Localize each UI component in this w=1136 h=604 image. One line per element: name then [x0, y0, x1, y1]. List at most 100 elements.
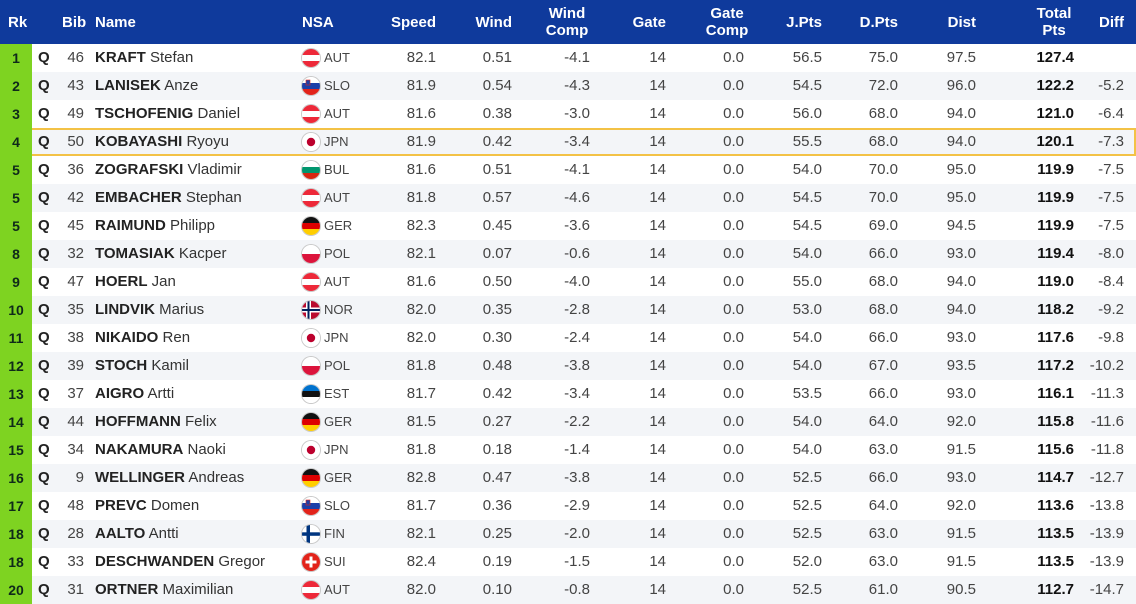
flag-poland-icon — [302, 245, 320, 263]
table-row[interactable]: 14 Q 44 HOFFMANN Felix GER 81.5 0.27 -2.2 14 0.0 5… — [0, 408, 1136, 436]
table-row[interactable]: 5 Q 42 EMBACHER Stephan AUT 81.8 0.57 -4.6 14 0.0… — [0, 184, 1136, 212]
athlete-firstname: Marius — [159, 301, 205, 318]
diff-cell: -11.8 — [1090, 441, 1124, 458]
athlete-name[interactable]: DESCHWANDEN Gregor — [95, 548, 295, 576]
athlete-name[interactable]: NAKAMURA Naoki — [95, 436, 295, 464]
speed-cell: 81.8 — [406, 357, 436, 374]
rank-cell: 12 — [0, 352, 32, 380]
header-bib[interactable]: Bib — [62, 13, 87, 31]
table-row[interactable]: 4 Q 50 KOBAYASHI Ryoyu JPN 81.9 0.42 -3.4 14 0.0 5… — [0, 128, 1136, 156]
header-dist[interactable]: Dist — [947, 13, 976, 31]
header-diff[interactable]: Diff — [1099, 13, 1124, 31]
distance-points-cell: 70.0 — [868, 189, 898, 206]
wind-comp-cell: -2.0 — [564, 525, 590, 542]
athlete-surname: LANISEK — [95, 77, 161, 94]
athlete-name[interactable]: STOCH Kamil — [95, 352, 295, 380]
athlete-name[interactable]: KRAFT Stefan — [95, 44, 295, 72]
table-row[interactable]: 9 Q 47 HOERL Jan AUT 81.6 0.50 -4.0 14 0.0 55.0 68.… — [0, 268, 1136, 296]
table-row[interactable]: 13 Q 37 AIGRO Artti EST 81.7 0.42 -3.4 14 0.0 53.5… — [0, 380, 1136, 408]
table-row[interactable]: 16 Q 9 WELLINGER Andreas GER 82.8 0.47 -3.8 14 0.… — [0, 464, 1136, 492]
judge-points-cell: 52.5 — [792, 469, 822, 486]
athlete-name[interactable]: ORTNER Maximilian — [95, 576, 295, 604]
flag-germany-icon — [302, 217, 320, 235]
athlete-name[interactable]: AIGRO Artti — [95, 380, 295, 408]
table-row[interactable]: 18 Q 33 DESCHWANDEN Gregor SUI 82.4 0.19 -1.5 14… — [0, 548, 1136, 576]
distance-cell: 93.0 — [946, 245, 976, 262]
table-row[interactable]: 15 Q 34 NAKAMURA Naoki JPN 81.8 0.18 -1.4 14 0.0 5… — [0, 436, 1136, 464]
athlete-name[interactable]: AALTO Antti — [95, 520, 295, 548]
header-total-pts[interactable]: Total Pts — [1036, 5, 1072, 39]
wind-comp-cell: -1.4 — [564, 441, 590, 458]
rank-cell: 9 — [0, 268, 32, 296]
wind-comp-cell: -4.0 — [564, 273, 590, 290]
athlete-name[interactable]: HOERL Jan — [95, 268, 295, 296]
nsa-code: SLO — [324, 78, 351, 93]
table-row[interactable]: 5 Q 36 ZOGRAFSKI Vladimir BUL 81.6 0.51 -4.1 14 0… — [0, 156, 1136, 184]
judge-points-cell: 52.5 — [792, 581, 822, 598]
athlete-name[interactable]: PREVC Domen — [95, 492, 295, 520]
nsa-cell: AUT — [302, 268, 382, 296]
header-nsa[interactable]: NSA — [302, 13, 334, 31]
wind-cell: 0.45 — [482, 217, 512, 234]
header-wind-comp[interactable]: Wind Comp — [545, 5, 589, 39]
nsa-cell: GER — [302, 212, 382, 240]
bib-cell: 44 — [67, 413, 84, 430]
distance-points-cell: 66.0 — [868, 329, 898, 346]
header-jpts[interactable]: J.Pts — [786, 13, 822, 31]
nsa-code: JPN — [324, 330, 349, 345]
table-row[interactable]: 8 Q 32 TOMASIAK Kacper POL 82.1 0.07 -0.6 14 0.0 5… — [0, 240, 1136, 268]
total-points-cell: 127.4 — [1036, 49, 1074, 66]
table-row[interactable]: 17 Q 48 PREVC Domen SLO 81.7 0.36 -2.9 14 0.0 52.5… — [0, 492, 1136, 520]
athlete-name[interactable]: WELLINGER Andreas — [95, 464, 295, 492]
header-gate-comp[interactable]: Gate Comp — [705, 5, 749, 39]
gate-comp-cell: 0.0 — [723, 161, 744, 178]
bib-cell: 33 — [67, 553, 84, 570]
table-row[interactable]: 3 Q 49 TSCHOFENIG Daniel AUT 81.6 0.38 -3.0 14 0.… — [0, 100, 1136, 128]
header-rank[interactable]: Rk — [8, 13, 28, 31]
wind-cell: 0.30 — [482, 329, 512, 346]
nsa-cell: POL — [302, 352, 382, 380]
table-row[interactable]: 2 Q 43 LANISEK Anze SLO 81.9 0.54 -4.3 14 0.0 54.5… — [0, 72, 1136, 100]
athlete-surname: TSCHOFENIG — [95, 105, 194, 122]
athlete-name[interactable]: NIKAIDO Ren — [95, 324, 295, 352]
bib-cell: 28 — [67, 525, 84, 542]
athlete-name[interactable]: LANISEK Anze — [95, 72, 295, 100]
speed-cell: 82.1 — [406, 525, 436, 542]
flag-norway-icon — [302, 301, 320, 319]
athlete-name[interactable]: TOMASIAK Kacper — [95, 240, 295, 268]
athlete-name[interactable]: LINDVIK Marius — [95, 296, 295, 324]
header-speed[interactable]: Speed — [390, 13, 436, 31]
distance-cell: 93.0 — [946, 385, 976, 402]
diff-cell: -14.7 — [1089, 581, 1124, 598]
speed-cell: 81.9 — [406, 77, 436, 94]
header-wind[interactable]: Wind — [475, 13, 512, 31]
athlete-name[interactable]: KOBAYASHI Ryoyu — [95, 128, 295, 156]
table-row[interactable]: 1 Q 46 KRAFT Stefan AUT 82.1 0.51 -4.1 14 0.0 56.5… — [0, 44, 1136, 72]
distance-cell: 93.0 — [946, 329, 976, 346]
athlete-name[interactable]: EMBACHER Stephan — [95, 184, 295, 212]
gate-cell: 14 — [649, 385, 666, 402]
table-row[interactable]: 10 Q 35 LINDVIK Marius NOR 82.0 0.35 -2.8 14 0.0 5… — [0, 296, 1136, 324]
header-gate[interactable]: Gate — [632, 13, 666, 31]
judge-points-cell: 54.5 — [792, 217, 822, 234]
athlete-firstname: Felix — [185, 413, 217, 430]
wind-cell: 0.25 — [482, 525, 512, 542]
table-row[interactable]: 12 Q 39 STOCH Kamil POL 81.8 0.48 -3.8 14 0.0 54.0… — [0, 352, 1136, 380]
nsa-cell: GER — [302, 464, 382, 492]
table-row[interactable]: 11 Q 38 NIKAIDO Ren JPN 82.0 0.30 -2.4 14 0.0 54.0… — [0, 324, 1136, 352]
athlete-name[interactable]: ZOGRAFSKI Vladimir — [95, 156, 295, 184]
gate-comp-cell: 0.0 — [723, 301, 744, 318]
flag-switzerland-icon — [302, 553, 320, 571]
table-row[interactable]: 5 Q 45 RAIMUND Philipp GER 82.3 0.45 -3.6 14 0.0 5… — [0, 212, 1136, 240]
athlete-name[interactable]: RAIMUND Philipp — [95, 212, 295, 240]
table-row[interactable]: 18 Q 28 AALTO Antti FIN 82.1 0.25 -2.0 14 0.0 52.5… — [0, 520, 1136, 548]
flag-japan-icon — [302, 441, 320, 459]
table-row[interactable]: 20 Q 31 ORTNER Maximilian AUT 82.0 0.10 -0.8 14 0… — [0, 576, 1136, 604]
athlete-name[interactable]: TSCHOFENIG Daniel — [95, 100, 295, 128]
header-name[interactable]: Name — [95, 13, 136, 31]
header-dpts[interactable]: D.Pts — [859, 13, 898, 31]
qualified-cell: Q — [38, 189, 50, 206]
athlete-name[interactable]: HOFFMANN Felix — [95, 408, 295, 436]
flag-austria-icon — [302, 581, 320, 599]
rank-cell: 16 — [0, 464, 32, 492]
